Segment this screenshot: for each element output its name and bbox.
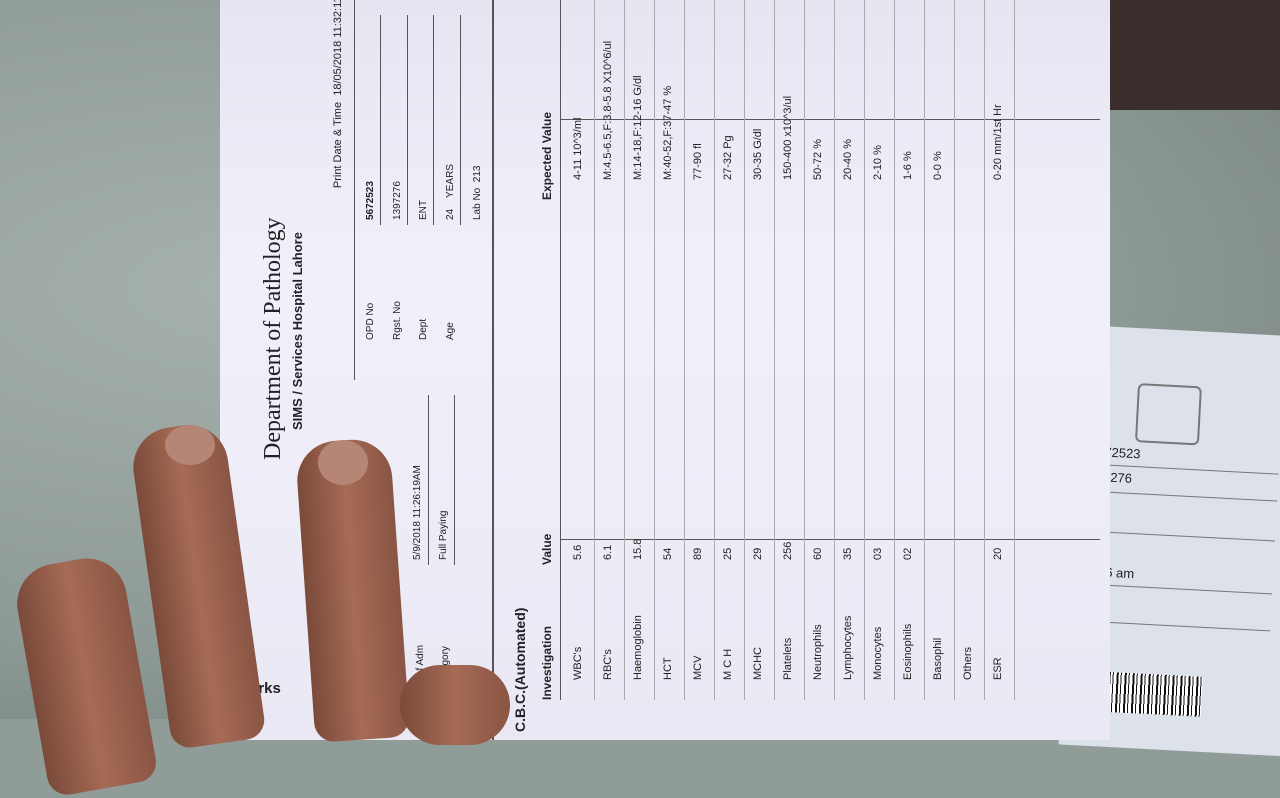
row-investigation: HCT (662, 657, 674, 680)
row-expected: 20-40 % (842, 139, 854, 180)
table-row-line (864, 0, 865, 700)
print-label: Print Date & Time (332, 101, 344, 189)
fingernail (318, 440, 368, 485)
row-value: 03 (872, 547, 884, 560)
row-investigation: ESR (992, 657, 1004, 680)
row-expected: M:14-18,F:12-16 G/dl (632, 75, 644, 180)
row-expected: 0-0 % (932, 151, 944, 180)
row-expected: 1-6 % (902, 151, 914, 180)
divider (354, 0, 355, 380)
row-investigation: Eosinophils (902, 623, 914, 680)
row-expected: 0-20 mm/1st Hr (992, 104, 1004, 180)
date-of-adm-value: 5/9/2018 11:26:19AM (412, 465, 423, 560)
divider (380, 15, 381, 225)
divider (1095, 531, 1275, 542)
table-row-line (594, 0, 595, 700)
report-title: Department of Pathology (260, 217, 286, 460)
row-expected: M:40-52,F:37-47 % (662, 85, 674, 180)
divider (428, 395, 429, 565)
report-subtitle: SIMS / Services Hospital Lahore (290, 232, 305, 430)
opd-label: OPD No (365, 302, 376, 340)
print-date: Print Date & Time 18/05/2018 11:32:11AM (332, 0, 344, 188)
table-row-line (954, 0, 955, 700)
divider (1097, 491, 1278, 502)
divider (1092, 584, 1273, 595)
row-investigation: M C H (722, 648, 734, 680)
finger (400, 665, 510, 745)
divider (1090, 620, 1271, 632)
rgst-value: 1397276 (392, 181, 403, 220)
age-label: Age (445, 322, 456, 340)
header-value: Value (540, 533, 554, 565)
table-row-line (714, 0, 715, 700)
lab-number: Lab No 213 (472, 165, 483, 221)
table-row-line (984, 0, 985, 700)
divider (454, 395, 455, 565)
row-value: 02 (902, 547, 914, 560)
table-row-line (924, 0, 925, 700)
row-investigation: MCV (692, 655, 704, 680)
table-row-line (744, 0, 745, 700)
row-investigation: WBC's (572, 646, 584, 680)
row-investigation: Lymphocytes (842, 615, 854, 680)
row-expected: 27-32 Pg (722, 135, 734, 180)
table-row-line (1014, 0, 1015, 700)
divider (492, 0, 494, 740)
dept-label: Dept (418, 318, 429, 340)
row-value: 35 (842, 547, 854, 560)
header-expected: Expected Value (540, 111, 554, 200)
table-row-line (654, 0, 655, 700)
divider (407, 15, 408, 225)
dept-value: ENT (418, 200, 429, 220)
row-expected: M:4.5-6.5,F:3.8-5.8 X10^6/ul (602, 40, 614, 180)
divider (460, 15, 461, 225)
table-row-line (834, 0, 835, 700)
header-investigation: Investigation (540, 625, 554, 700)
row-investigation: MCHC (752, 647, 764, 680)
row-investigation: Haemoglobin (632, 615, 644, 680)
row-value: 15.8 (632, 538, 644, 560)
row-investigation: Platelets (782, 637, 794, 680)
row-investigation: RBC's (602, 649, 614, 680)
row-investigation: Neutrophils (812, 624, 824, 680)
hospital-crest-logo (1134, 383, 1202, 446)
row-value: 29 (752, 547, 764, 560)
divider (433, 15, 434, 225)
row-value: 25 (722, 547, 734, 560)
row-value: 256 (782, 541, 794, 560)
row-investigation: Monocytes (872, 626, 884, 680)
row-value: 60 (812, 547, 824, 560)
row-value: 6.1 (602, 544, 614, 560)
divider (560, 0, 561, 700)
row-value: 20 (992, 547, 1004, 560)
table-row-line (624, 0, 625, 700)
background-object (1090, 0, 1280, 110)
table-row-line (894, 0, 895, 700)
paying-category-value: Full Paying (438, 510, 449, 560)
opd-value: 5672523 (365, 181, 376, 220)
row-expected: 4-11 10^3/ml (572, 117, 584, 180)
table-row-line (774, 0, 775, 700)
section-title: C.B.C.(Automated) (512, 607, 528, 732)
row-expected: 77-90 fl (692, 143, 704, 180)
age-value: 24 YEARS (445, 164, 456, 220)
row-expected: 2-10 % (872, 145, 884, 180)
row-value: 54 (662, 547, 674, 560)
row-value: 89 (692, 547, 704, 560)
table-row-line (804, 0, 805, 700)
row-expected: 30-35 G/dl (752, 128, 764, 180)
print-value: 18/05/2018 11:32:11AM (332, 0, 344, 96)
row-investigation: Others (962, 646, 974, 680)
rgst-label: Rgst. No (392, 301, 403, 340)
row-value: 5.6 (572, 544, 584, 560)
fingernail (165, 425, 215, 465)
row-expected: 150-400 x10^3/ul (782, 95, 794, 180)
table-row-line (684, 0, 685, 700)
row-expected: 50-72 % (812, 139, 824, 180)
row-investigation: Basophil (932, 637, 944, 680)
